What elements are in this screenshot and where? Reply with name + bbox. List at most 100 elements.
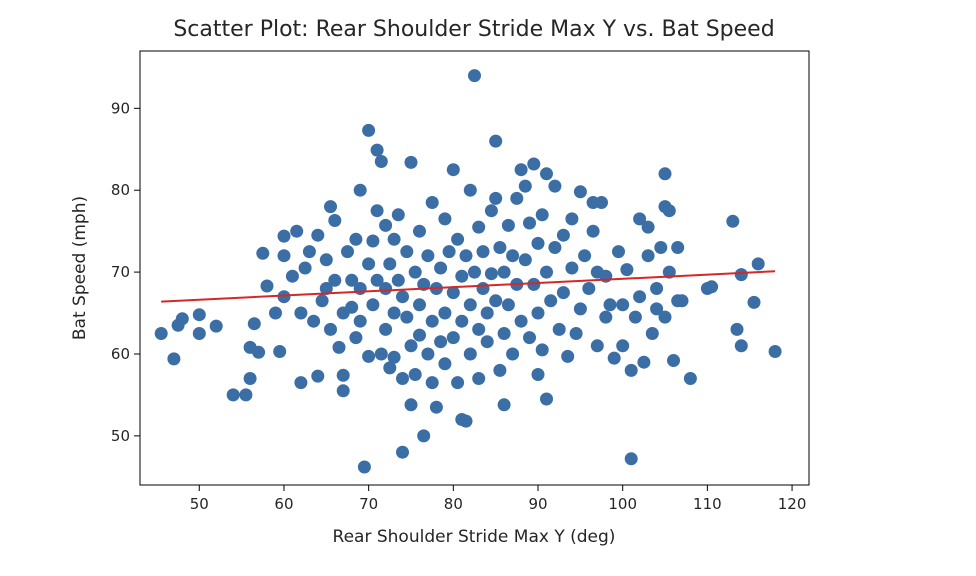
data-point xyxy=(561,349,575,363)
data-point xyxy=(734,268,748,282)
data-point xyxy=(455,269,469,283)
data-point xyxy=(667,354,680,367)
data-point xyxy=(332,340,346,354)
data-point xyxy=(396,290,409,304)
data-point xyxy=(468,69,481,83)
data-point xyxy=(315,294,329,308)
data-point xyxy=(400,245,414,259)
data-point xyxy=(404,339,418,353)
data-point xyxy=(302,245,316,259)
data-point xyxy=(569,327,583,340)
data-point xyxy=(167,352,181,366)
y-tick-label: 80 xyxy=(111,181,130,199)
data-point xyxy=(336,384,350,398)
data-point xyxy=(421,249,435,263)
data-point xyxy=(379,218,393,232)
data-point xyxy=(277,249,291,263)
data-point xyxy=(468,265,481,279)
data-point xyxy=(438,306,452,320)
data-point xyxy=(540,167,553,181)
data-point xyxy=(637,355,651,369)
data-point xyxy=(417,429,431,443)
data-point xyxy=(624,452,638,466)
data-point xyxy=(518,253,532,267)
data-point xyxy=(463,183,477,197)
data-point xyxy=(641,249,655,263)
data-point xyxy=(349,232,363,246)
data-point xyxy=(154,327,168,340)
data-point xyxy=(472,372,486,385)
data-point xyxy=(438,212,452,226)
data-point xyxy=(294,306,308,320)
data-point xyxy=(514,314,528,328)
data-point xyxy=(768,345,782,358)
data-point xyxy=(726,214,740,228)
data-point xyxy=(527,157,541,171)
data-point xyxy=(463,298,477,312)
data-point xyxy=(374,155,388,168)
data-point xyxy=(451,232,465,246)
data-point xyxy=(501,218,515,232)
data-point xyxy=(455,314,469,328)
data-point xyxy=(298,261,312,275)
data-point xyxy=(357,460,371,474)
y-tick-label: 70 xyxy=(111,263,130,281)
data-point xyxy=(501,298,515,312)
data-point xyxy=(472,220,486,234)
data-point xyxy=(383,257,397,271)
data-point xyxy=(175,312,189,326)
data-point xyxy=(662,204,676,218)
data-point xyxy=(476,245,490,259)
data-point xyxy=(239,388,253,402)
data-point xyxy=(705,280,719,294)
data-point xyxy=(413,328,426,342)
data-point xyxy=(480,335,494,349)
data-point xyxy=(434,335,448,349)
data-point xyxy=(586,224,600,238)
data-point xyxy=(548,241,562,254)
data-point xyxy=(294,376,308,390)
data-point xyxy=(658,310,672,324)
data-point xyxy=(590,339,604,353)
data-point xyxy=(603,298,617,312)
data-point xyxy=(324,322,337,336)
data-point xyxy=(429,400,443,414)
data-point xyxy=(243,372,257,385)
data-point xyxy=(387,306,401,320)
data-point xyxy=(628,310,642,324)
data-point xyxy=(523,331,536,345)
data-point xyxy=(527,277,541,291)
data-point xyxy=(497,265,511,279)
data-point xyxy=(645,327,659,340)
data-point xyxy=(383,361,397,375)
data-point xyxy=(489,294,503,308)
data-point xyxy=(459,414,473,428)
x-axis-label: Rear Shoulder Stride Max Y (deg) xyxy=(333,527,616,547)
data-point xyxy=(311,228,325,242)
data-point xyxy=(396,372,409,385)
data-point xyxy=(408,368,422,381)
data-point xyxy=(484,267,498,281)
data-point xyxy=(654,241,668,254)
data-point xyxy=(683,372,697,385)
data-point xyxy=(472,322,486,336)
data-point xyxy=(391,208,405,222)
data-point xyxy=(328,273,342,287)
data-point xyxy=(396,445,409,459)
plot-area-frame xyxy=(139,50,810,486)
data-point xyxy=(404,398,418,412)
data-point xyxy=(595,196,608,209)
data-point xyxy=(341,245,354,259)
data-point xyxy=(506,249,520,263)
data-point xyxy=(425,376,439,390)
data-point xyxy=(747,295,761,309)
data-point xyxy=(345,300,359,314)
data-point xyxy=(370,273,384,287)
data-point xyxy=(730,322,744,336)
data-point xyxy=(607,351,621,365)
data-point xyxy=(552,322,566,336)
data-point xyxy=(260,279,274,293)
data-point xyxy=(252,345,266,359)
data-point xyxy=(531,306,545,320)
